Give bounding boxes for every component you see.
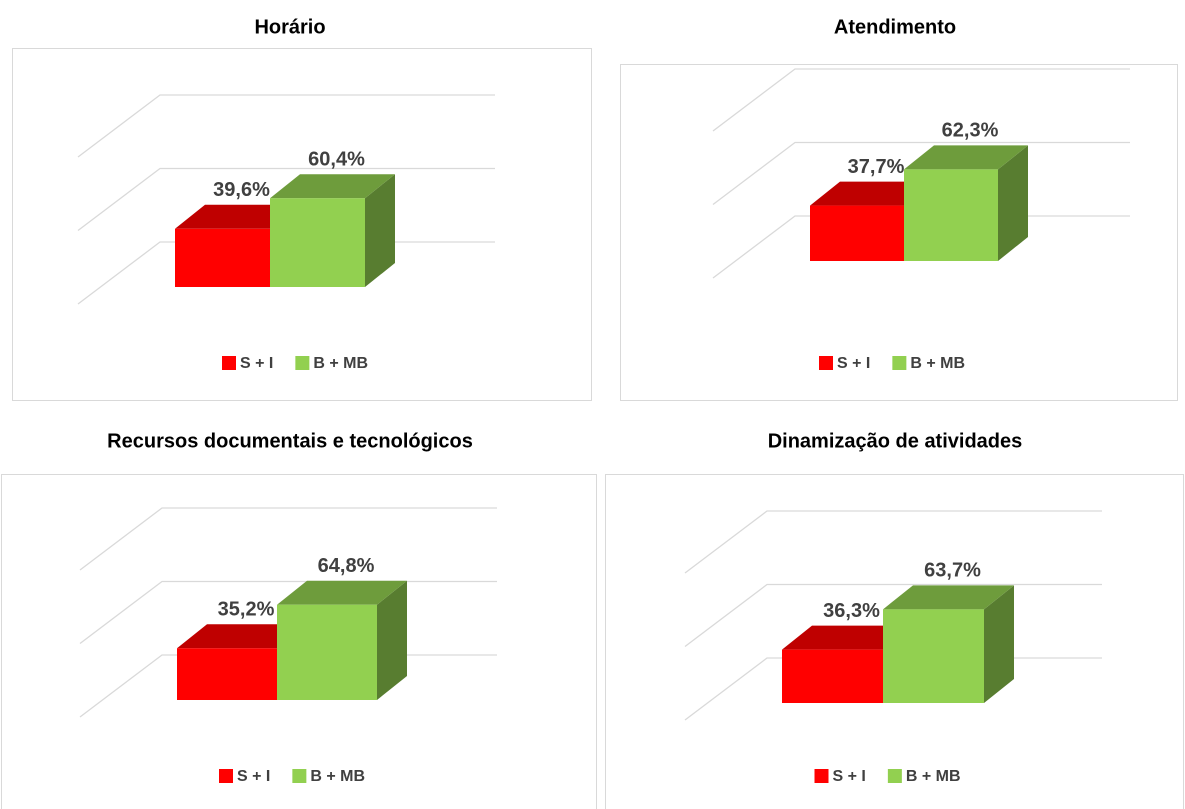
legend-swatch (814, 769, 829, 783)
chart-frame (620, 64, 1178, 401)
bar (175, 228, 270, 287)
bar-side (365, 174, 395, 287)
grid-line (712, 68, 1130, 132)
legend-swatch (219, 769, 233, 783)
data-label: 60,4% (308, 148, 365, 170)
legend-label: B + MB (906, 768, 961, 785)
data-label: 35,2% (218, 599, 275, 621)
legend-label: S + I (240, 355, 273, 372)
grid-line (77, 167, 495, 232)
bar (177, 648, 277, 700)
data-label: 39,6% (213, 179, 270, 201)
bar-top (177, 624, 307, 649)
legend-label: B + MB (910, 355, 965, 372)
bar (270, 198, 365, 287)
grid-line (712, 141, 1130, 206)
chart-frame (605, 474, 1184, 809)
chart-title: Atendimento (834, 16, 956, 38)
legend-swatch (295, 356, 310, 370)
bar-top (175, 204, 300, 229)
legend-label: S + I (237, 768, 270, 785)
legend-swatch (892, 356, 907, 370)
grid-line (77, 94, 495, 158)
legend-swatch (222, 356, 236, 370)
bar-side (377, 580, 407, 700)
bar-top (904, 145, 1028, 170)
legend-swatch (887, 769, 902, 783)
bar-top (883, 585, 1014, 610)
legend-label: B + MB (313, 355, 368, 372)
grid-line (684, 583, 1102, 648)
bar (277, 604, 377, 700)
legend-swatch (292, 769, 307, 783)
grid-line (684, 510, 1102, 574)
bar-top (270, 174, 395, 199)
bar (810, 205, 904, 261)
legend-label: B + MB (310, 768, 365, 785)
data-label: 62,3% (942, 120, 999, 142)
chart-title: Recursos documentais e tecnológicos (107, 430, 473, 452)
legend-swatch (819, 356, 833, 370)
bar (782, 649, 883, 703)
bar-side (998, 145, 1028, 261)
bar (904, 169, 998, 261)
bar-top (782, 625, 913, 650)
bar (883, 609, 984, 703)
legend-label: S + I (837, 355, 870, 372)
chart-title: Horário (254, 16, 325, 38)
legend-label: S + I (833, 768, 866, 785)
bar-top (810, 181, 934, 206)
data-label: 63,7% (924, 560, 981, 582)
chart-frame (1, 474, 597, 809)
data-label: 37,7% (848, 156, 905, 178)
bar-top (277, 580, 407, 605)
data-label: 64,8% (318, 555, 375, 577)
data-label: 36,3% (823, 600, 880, 622)
chart-title: Dinamização de atividades (768, 430, 1023, 452)
bar-side (984, 585, 1014, 703)
grid-line (79, 507, 497, 571)
chart-frame (12, 48, 592, 401)
